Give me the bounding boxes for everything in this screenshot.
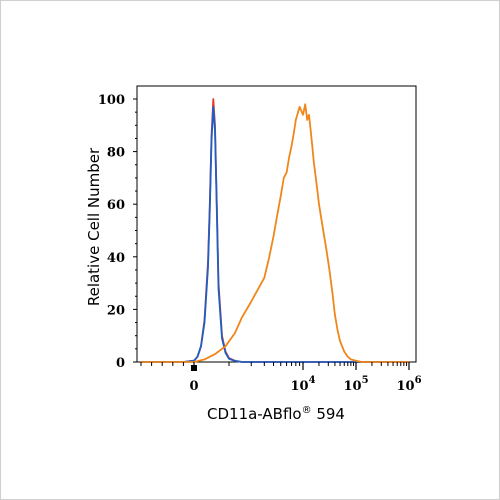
x-axis-title-main: CD11a-ABflo	[207, 405, 302, 423]
x-tick-label: 104	[290, 375, 315, 394]
x-axis-title-suffix: 594	[312, 405, 345, 423]
y-axis: 0 20 40 60 80 100	[98, 93, 137, 371]
x-tick-base: 10	[396, 379, 414, 394]
x-zero-marker	[191, 365, 197, 371]
x-tick-label: 106	[396, 375, 421, 394]
y-tick-label: 100	[98, 93, 125, 108]
x-axis-title: CD11a-ABflo® 594	[207, 405, 345, 423]
x-tick-label: 105	[343, 375, 368, 394]
x-axis: 0 104 105 106	[140, 362, 422, 394]
y-tick-label: 80	[107, 146, 125, 161]
series-line-3	[141, 103, 409, 363]
y-tick-label: 40	[107, 251, 125, 266]
x-tick-base: 10	[290, 379, 308, 394]
x-tick-exponent: 4	[309, 375, 316, 386]
series-layer	[141, 98, 409, 363]
x-tick-label: 0	[189, 379, 198, 394]
x-tick-base: 0	[189, 379, 198, 394]
x-tick-exponent: 6	[415, 375, 422, 386]
x-tick-exponent: 5	[362, 375, 369, 386]
y-tick-label: 20	[107, 303, 125, 318]
series-line-2	[141, 106, 409, 363]
y-tick-label: 0	[116, 356, 125, 371]
x-tick-base: 10	[343, 379, 361, 394]
y-axis-title: Relative Cell Number	[85, 147, 103, 306]
y-tick-label: 60	[107, 198, 125, 213]
x-axis-title-mark: ®	[302, 405, 312, 416]
